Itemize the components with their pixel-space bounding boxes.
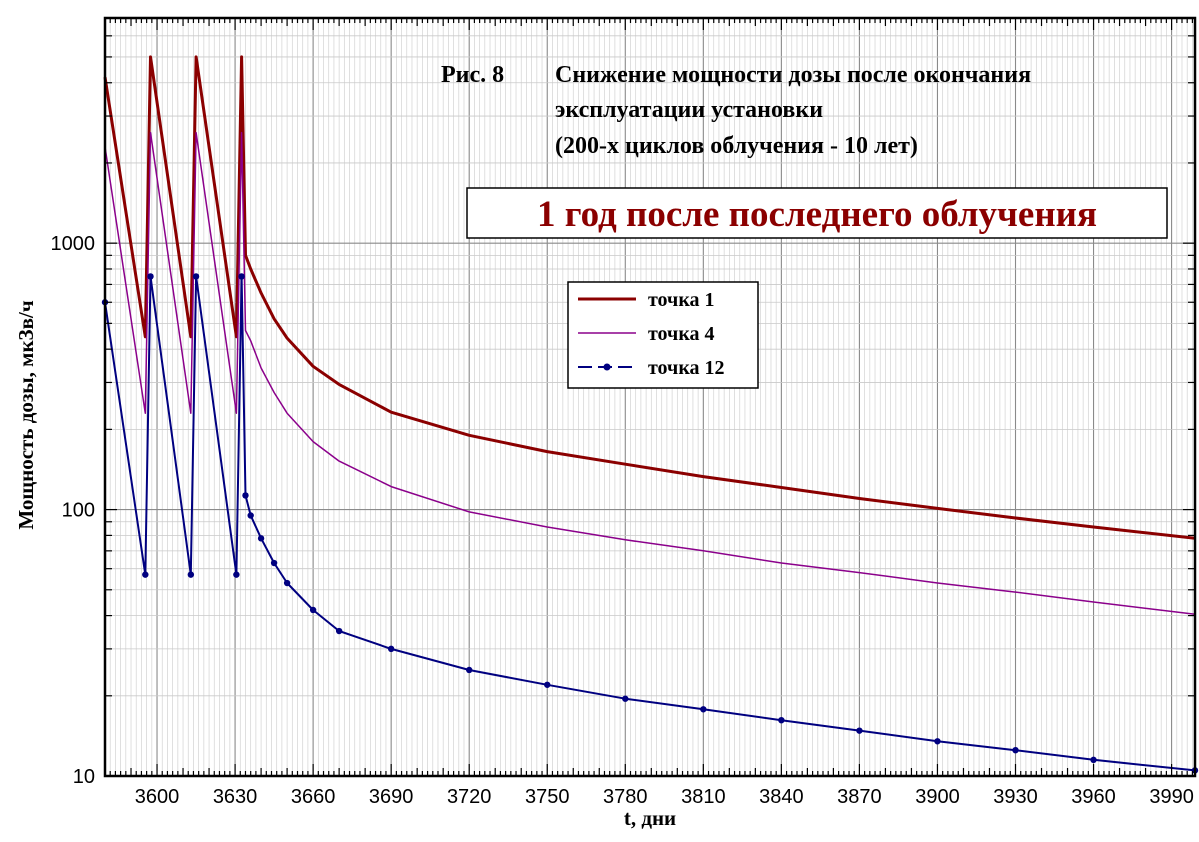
x-tick-label: 3750: [525, 786, 570, 808]
series-line-точка-1: [103, 55, 1196, 540]
subtitle-frame: [466, 187, 1168, 239]
series-point: [142, 571, 149, 578]
series-point: [257, 535, 265, 542]
x-tick-label: 3990: [1149, 786, 1194, 808]
legend-label: точка 12: [648, 357, 725, 379]
x-tick-label: 3930: [993, 786, 1038, 808]
title-block: Рис. 8 Снижение мощности дозы после окон…: [441, 62, 1031, 159]
series-point: [544, 681, 551, 688]
y-tick-label: 10: [73, 766, 95, 788]
series-point: [270, 559, 278, 567]
title-line-2: эксплуатации установки: [555, 97, 823, 123]
legend-label: точка 1: [648, 289, 715, 311]
y-tick-label: 1000: [51, 233, 96, 255]
series-point: [934, 738, 941, 745]
title-line-1: Снижение мощности дозы после окончания: [555, 62, 1031, 88]
series-point: [778, 716, 785, 724]
x-tick-label: 3810: [681, 786, 726, 808]
series-point: [238, 273, 245, 280]
axis-ticks: [104, 17, 1195, 777]
title-line-3: (200-х циклов облучения - 10 лет): [555, 133, 918, 159]
x-tick-label: 3600: [135, 786, 180, 808]
plot-frame: [103, 16, 1197, 778]
series-point: [242, 492, 249, 499]
series-point: [1090, 756, 1097, 764]
grid: [104, 17, 1195, 777]
x-tick-label: 3690: [369, 786, 414, 808]
x-tick-label: 3900: [915, 786, 960, 808]
x-tick-label: 3720: [447, 786, 492, 808]
series-point: [187, 571, 195, 578]
x-axis-title: t, дни: [624, 806, 676, 830]
y-axis-title: Мощность дозы, мкЗв/ч: [14, 300, 38, 529]
series-point: [1012, 746, 1019, 754]
series-point: [247, 512, 254, 519]
legend-marker: [603, 363, 611, 371]
x-tick-label: 3840: [759, 786, 804, 808]
x-tick-label: 3960: [1071, 786, 1116, 808]
series-point: [335, 627, 343, 635]
x-tick-label: 3660: [291, 786, 336, 808]
series-point: [856, 727, 863, 734]
legend: точка 1 точка 4 точка 12: [567, 281, 759, 389]
subtitle-label: 1 год после последнего облучения: [537, 194, 1097, 235]
series-point: [283, 579, 291, 587]
series-point: [466, 666, 473, 674]
series-point: [700, 706, 707, 713]
legend-label: точка 4: [648, 323, 715, 345]
x-tick-label: 3870: [837, 786, 882, 808]
series-lines: [101, 55, 1199, 774]
tick-labels: 3600 3630 3660 3690 3720 3750 3780 3810 3840 3870…: [51, 233, 1194, 808]
y-tick-label: 100: [62, 500, 95, 522]
x-tick-label: 3630: [213, 786, 258, 808]
series-point: [309, 606, 317, 614]
series-line-точка-4: [104, 131, 1196, 615]
subtitle-box: 1 год после последнего облучения: [466, 187, 1168, 239]
figure-number: Рис. 8: [441, 62, 504, 88]
x-tick-label: 3780: [603, 786, 648, 808]
series-point: [387, 645, 395, 653]
series-point: [622, 695, 629, 702]
series-point: [233, 571, 240, 578]
series-point: [192, 273, 200, 280]
series-point: [147, 273, 154, 280]
